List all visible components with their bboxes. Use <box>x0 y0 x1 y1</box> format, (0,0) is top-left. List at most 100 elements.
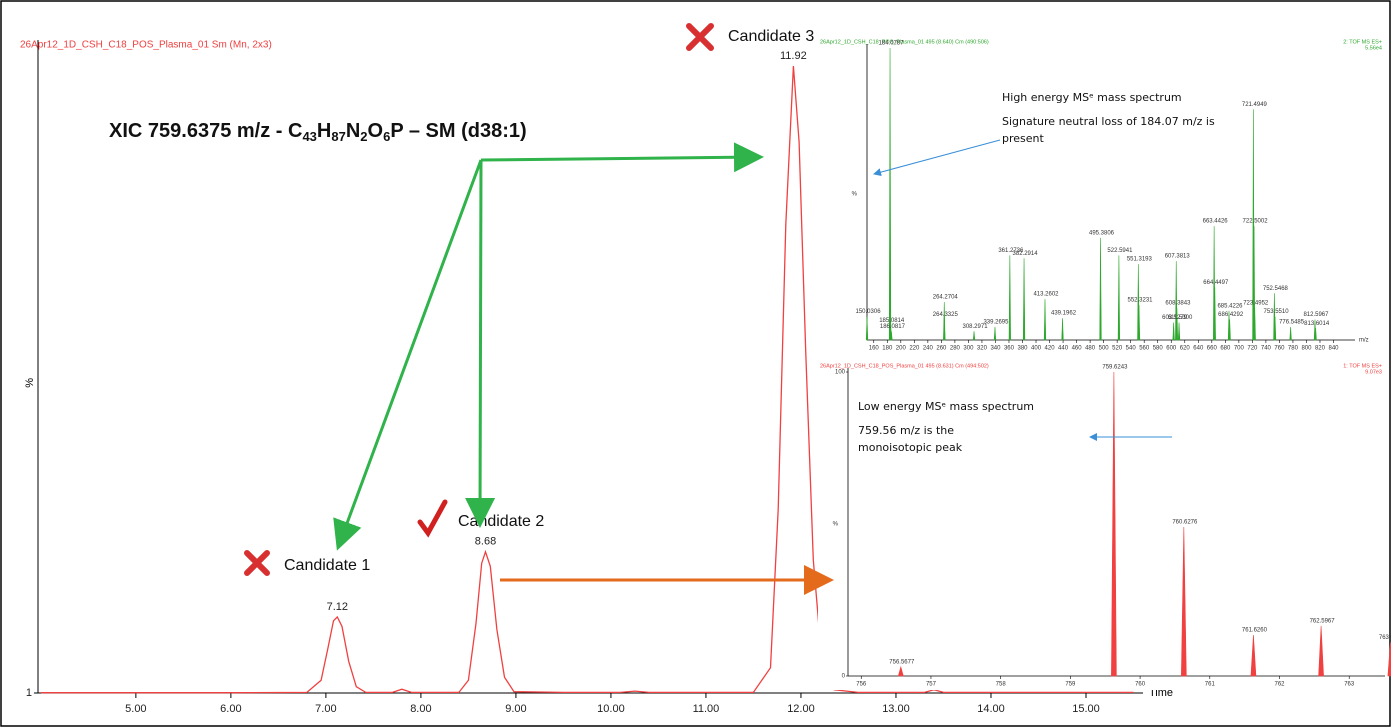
peak-label: 439.1962 <box>1051 311 1077 317</box>
x-tick-label: 180 <box>882 346 893 352</box>
x-tick-label: 14.00 <box>977 703 1005 715</box>
x-tick-label: 840 <box>1328 346 1339 352</box>
peak-label: 813.6014 <box>1304 321 1330 327</box>
spectrum-peak <box>1289 326 1292 341</box>
spectrum-header: 2: TOF MS ES+ <box>1343 39 1382 45</box>
arrow <box>873 139 1001 177</box>
peak-label: 721.4949 <box>1242 102 1268 108</box>
spectrum-peak <box>1318 625 1324 677</box>
x-tick-label: 240 <box>923 346 934 352</box>
y-axis-label: % <box>24 378 36 388</box>
peak-label: 552.3231 <box>1127 298 1153 304</box>
peak-label: 150.0306 <box>856 309 882 315</box>
peak-label: 8.68 <box>475 536 496 548</box>
peak-label: 763.5907 <box>1379 635 1391 641</box>
x-tick-label: 759 <box>1065 682 1076 688</box>
spectrum-peak <box>1175 307 1179 341</box>
spectrum-peak <box>1177 322 1181 341</box>
peak-label: 664.4497 <box>1203 280 1229 286</box>
chromatogram-line <box>40 65 1134 694</box>
x-tick-label: 220 <box>909 346 920 352</box>
peak-label: 11.92 <box>780 50 807 62</box>
spectrum-peak <box>897 665 904 677</box>
y-axis-label: % <box>833 522 839 528</box>
peak-label: 686.4292 <box>1218 312 1244 318</box>
x-tick-label: 200 <box>896 346 907 352</box>
x-tick-label: 640 <box>1193 346 1204 352</box>
x-tick-label: 756 <box>856 682 867 688</box>
high-energy-spectrum: 26Apr12_1D_CSH_C18_POS_Plasma_01 495 (8.… <box>820 39 1382 351</box>
spectrum-peak <box>993 326 997 341</box>
spectrum-peak <box>1314 328 1317 341</box>
x-tick-label: 280 <box>950 346 961 352</box>
peak-label: 308.2971 <box>963 324 989 330</box>
peak-label: 611.5300 <box>1168 315 1193 321</box>
arrow <box>480 142 764 173</box>
x-tick-label: 440 <box>1058 346 1069 352</box>
y-tick-label: 0 <box>842 674 846 680</box>
x-axis-label: m/z <box>1389 674 1391 680</box>
x-tick-label: 11.00 <box>693 703 720 715</box>
x-tick-label: 600 <box>1166 346 1177 352</box>
reject-icon <box>244 23 714 576</box>
peak-label: 685.4226 <box>1217 303 1243 309</box>
x-tick-label: 13.00 <box>882 703 910 715</box>
annotation: 759.56 m/z is the <box>858 424 954 437</box>
candidate-label: Candidate 3 <box>728 28 814 45</box>
spectrum-header: 9.07e3 <box>1365 369 1382 375</box>
x-tick-label: 7.00 <box>315 703 336 715</box>
x-tick-label: 460 <box>1072 346 1083 352</box>
peak-label: 413.2602 <box>1033 292 1059 298</box>
x-tick-label: 758 <box>996 682 1007 688</box>
candidate-label: Candidate 1 <box>284 557 370 574</box>
x-tick-label: 620 <box>1180 346 1191 352</box>
peak-label: 761.6260 <box>1242 628 1268 634</box>
spectrum-peak <box>865 316 869 341</box>
peak-label: 185.0814 <box>879 318 905 324</box>
peak-label: 551.3193 <box>1127 257 1153 263</box>
x-tick-label: 10.00 <box>597 703 625 715</box>
peak-label: 607.3813 <box>1165 254 1191 260</box>
xic-label-part: 43 <box>302 129 316 144</box>
peak-label: 759.6243 <box>1102 365 1128 371</box>
spectrum-peak <box>1111 371 1117 677</box>
xic-label-part: 87 <box>331 129 345 144</box>
peak-label: 264.3325 <box>933 312 959 318</box>
peak-label: 186.0817 <box>880 324 906 330</box>
chromatogram: 26Apr12_1D_CSH_C18_POS_Plasma_01 Sm (Mn,… <box>20 28 1173 715</box>
x-tick-label: 8.00 <box>410 703 431 715</box>
x-tick-label: 761 <box>1205 682 1216 688</box>
arrow <box>465 159 496 528</box>
candidate-label: Candidate 2 <box>458 513 544 530</box>
x-tick-label: 760 <box>1135 682 1146 688</box>
x-tick-label: 757 <box>926 682 937 688</box>
x-tick-label: 680 <box>1220 346 1231 352</box>
x-tick-label: 760 <box>1274 346 1285 352</box>
x-tick-label: 480 <box>1085 346 1096 352</box>
xic-label-part: O <box>368 120 384 142</box>
arrow <box>333 159 483 551</box>
peak-label: 812.5967 <box>1303 312 1329 318</box>
spectrum-peak <box>1273 316 1277 341</box>
x-tick-label: 820 <box>1315 346 1326 352</box>
xic-label-part: N <box>346 120 360 142</box>
peak-label: 762.5967 <box>1310 618 1336 624</box>
x-tick-label: 300 <box>963 346 974 352</box>
peak-label: 723.4952 <box>1243 300 1269 306</box>
xic-label-part: 6 <box>383 129 390 144</box>
x-tick-label: 6.00 <box>220 703 241 715</box>
x-tick-label: 762 <box>1274 682 1285 688</box>
x-tick-label: 740 <box>1261 346 1272 352</box>
peak-label: 756.5677 <box>889 659 915 665</box>
x-tick-label: 360 <box>1004 346 1015 352</box>
x-tick-label: 660 <box>1207 346 1218 352</box>
peak-label: 663.4426 <box>1203 219 1229 225</box>
spectrum-title: 26Apr12_1D_CSH_C18_POS_Plasma_01 495 (8.… <box>820 363 989 369</box>
x-tick-label: 500 <box>1099 346 1110 352</box>
spectrum-peak <box>1022 258 1026 341</box>
peak-label: 522.5941 <box>1107 248 1133 254</box>
spectrum-peak <box>1137 304 1141 341</box>
spectrum-peak <box>943 319 946 341</box>
x-tick-label: 700 <box>1234 346 1245 352</box>
spectrum-peak <box>1043 299 1047 341</box>
